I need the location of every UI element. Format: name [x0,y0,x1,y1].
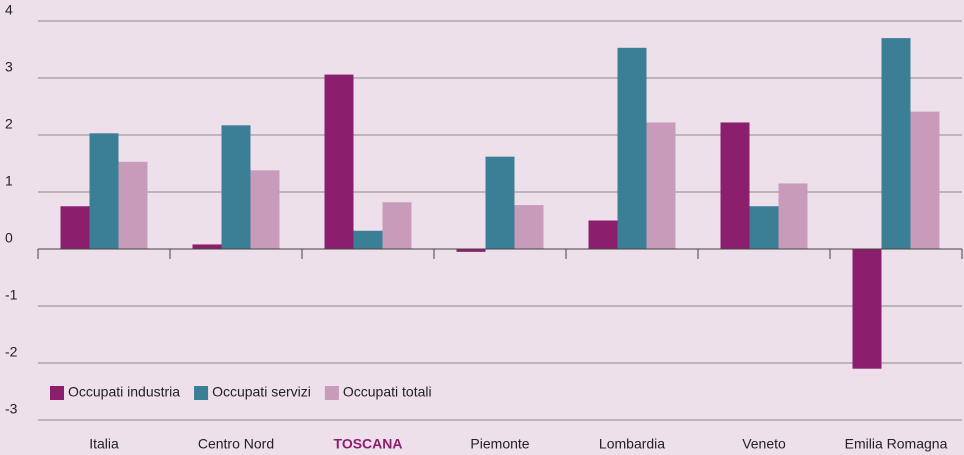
legend-swatch [50,386,64,400]
bar [720,122,750,249]
bar [881,38,911,249]
bar [250,170,280,249]
legend-label: Occupati industria [68,384,180,400]
y-tick-label: -3 [5,401,18,417]
bar [514,205,544,249]
bar [749,206,779,249]
bar [192,244,222,249]
x-tick-label: TOSCANA [334,436,403,452]
y-tick-label: -1 [5,287,18,303]
y-tick-label: 3 [5,59,13,75]
bar [852,249,882,369]
bar [382,202,412,249]
bar [221,125,251,249]
bar [456,249,486,252]
bar [588,220,618,249]
bar [324,74,354,249]
legend-swatch [324,386,339,400]
bar [646,122,676,249]
x-tick-label: Italia [89,436,119,452]
x-tick-label: Lombardia [599,436,665,452]
bar [485,156,515,249]
bar [118,161,148,249]
legend-swatch [194,386,209,400]
y-tick-label: 0 [5,230,13,246]
y-tick-label: 4 [5,2,13,18]
y-tick-label: -2 [5,344,18,360]
legend-label: Occupati servizi [212,384,311,400]
x-tick-label: Veneto [742,436,786,452]
bar [60,206,90,249]
bar [353,230,383,249]
x-tick-label: Piemonte [470,436,529,452]
bar [617,47,647,249]
x-tick-label: Emilia Romagna [845,436,948,452]
y-tick-label: 2 [5,116,13,132]
bar [778,183,808,249]
legend-label: Occupati totali [343,384,432,400]
bar [89,133,119,249]
y-tick-label: 1 [5,173,13,189]
x-tick-label: Centro Nord [198,436,274,452]
bar [910,111,940,249]
